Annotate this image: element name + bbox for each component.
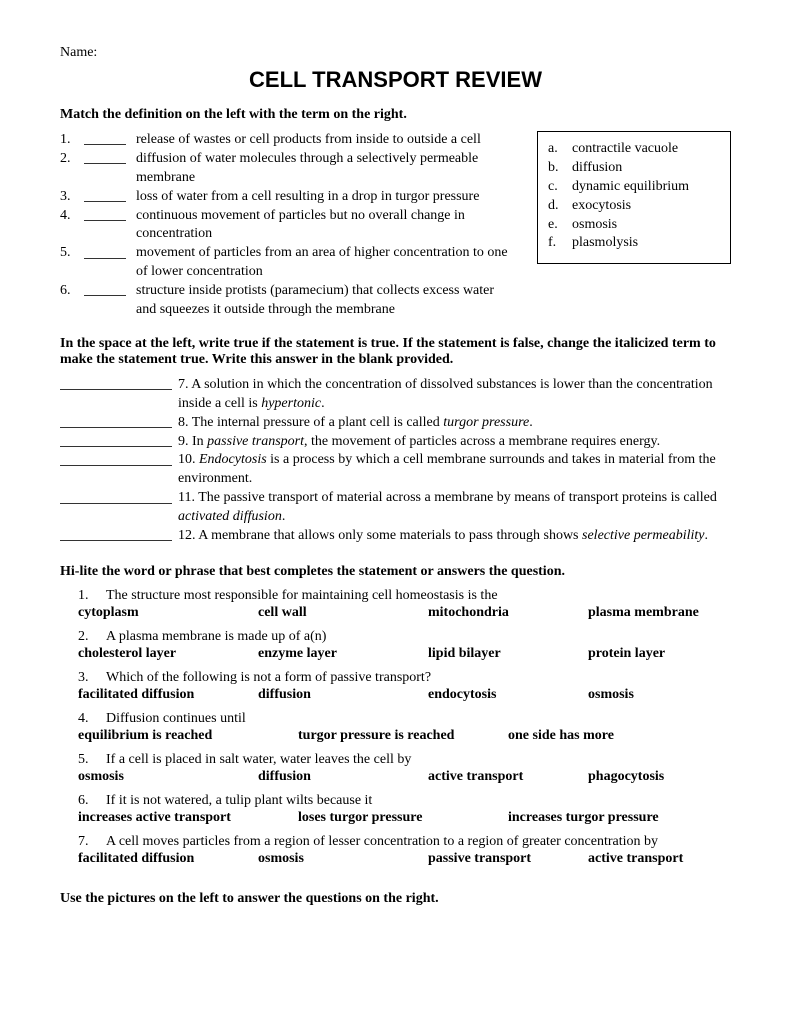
mc-question: 3.Which of the following is not a form o… [78,670,731,703]
match-blank[interactable] [84,150,126,164]
mc-list: 1.The structure most responsible for mai… [60,588,731,867]
match-blank[interactable] [84,282,126,296]
mc-question: 1.The structure most responsible for mai… [78,588,731,621]
truefalse-list: 7. A solution in which the concentration… [60,376,731,546]
mc-option[interactable]: facilitated diffusion [78,687,258,703]
mc-option[interactable]: active transport [588,851,683,867]
tf-blank[interactable] [60,414,172,428]
mc-option[interactable]: cell wall [258,605,428,621]
mc-option[interactable]: osmosis [588,687,634,703]
mc-option[interactable]: increases turgor pressure [508,810,731,826]
tf-blank[interactable] [60,376,172,390]
match-item: 5.movement of particles from an area of … [60,244,513,282]
term-item: b.diffusion [548,159,716,178]
match-item: 6.structure inside protists (paramecium)… [60,282,513,320]
match-blank[interactable] [84,131,126,145]
mc-option[interactable]: facilitated diffusion [78,851,258,867]
mc-question: 4.Diffusion continues untilequilibrium i… [78,711,731,744]
mc-option[interactable]: cholesterol layer [78,646,258,662]
mc-option[interactable]: enzyme layer [258,646,428,662]
mc-option[interactable]: diffusion [258,769,428,785]
term-item: e.osmosis [548,216,716,235]
mc-option[interactable]: loses turgor pressure [298,810,508,826]
tf-item: 10. Endocytosis is a process by which a … [60,451,731,489]
tf-item: 7. A solution in which the concentration… [60,376,731,414]
tf-item: 8. The internal pressure of a plant cell… [60,414,731,433]
match-blank[interactable] [84,207,126,221]
mc-option[interactable]: passive transport [428,851,588,867]
tf-blank[interactable] [60,527,172,541]
mc-option[interactable]: one side has more [508,728,731,744]
mc-question: 7.A cell moves particles from a region o… [78,834,731,867]
tf-blank[interactable] [60,489,172,503]
tf-item: 11. The passive transport of material ac… [60,489,731,527]
tf-blank[interactable] [60,433,172,447]
mc-option[interactable]: plasma membrane [588,605,699,621]
tf-item: 12. A membrane that allows only some mat… [60,527,731,546]
mc-option[interactable]: mitochondria [428,605,588,621]
mc-option[interactable]: cytoplasm [78,605,258,621]
term-item: a.contractile vacuole [548,140,716,159]
mc-option[interactable]: endocytosis [428,687,588,703]
match-definitions: 1.release of wastes or cell products fro… [60,131,513,320]
term-item: c.dynamic equilibrium [548,178,716,197]
name-label: Name: [60,45,731,61]
tf-blank[interactable] [60,451,172,465]
mc-question: 6.If it is not watered, a tulip plant wi… [78,793,731,826]
tf-item: 9. In passive transport, the movement of… [60,433,731,452]
mc-option[interactable]: increases active transport [78,810,298,826]
mc-option[interactable]: protein layer [588,646,665,662]
term-item: f.plasmolysis [548,234,716,253]
section1-heading: Match the definition on the left with th… [60,107,731,123]
mc-option[interactable]: lipid bilayer [428,646,588,662]
mc-question: 2.A plasma membrane is made up of a(n)ch… [78,629,731,662]
match-item: 2.diffusion of water molecules through a… [60,150,513,188]
mc-option[interactable]: diffusion [258,687,428,703]
mc-option[interactable]: osmosis [78,769,258,785]
match-blank[interactable] [84,188,126,202]
match-item: 3.loss of water from a cell resulting in… [60,188,513,207]
match-item: 1.release of wastes or cell products fro… [60,131,513,150]
match-blank[interactable] [84,244,126,258]
mc-question: 5.If a cell is placed in salt water, wat… [78,752,731,785]
mc-option[interactable]: turgor pressure is reached [298,728,508,744]
term-item: d.exocytosis [548,197,716,216]
section4-heading: Use the pictures on the left to answer t… [60,891,731,907]
term-box: a.contractile vacuoleb.diffusionc.dynami… [537,131,731,264]
page-title: CELL TRANSPORT REVIEW [60,67,731,93]
mc-option[interactable]: osmosis [258,851,428,867]
section3-heading: Hi-lite the word or phrase that best com… [60,564,731,580]
section2-heading: In the space at the left, write true if … [60,336,731,368]
mc-option[interactable]: phagocytosis [588,769,664,785]
match-item: 4.continuous movement of particles but n… [60,207,513,245]
mc-option[interactable]: active transport [428,769,588,785]
mc-option[interactable]: equilibrium is reached [78,728,298,744]
